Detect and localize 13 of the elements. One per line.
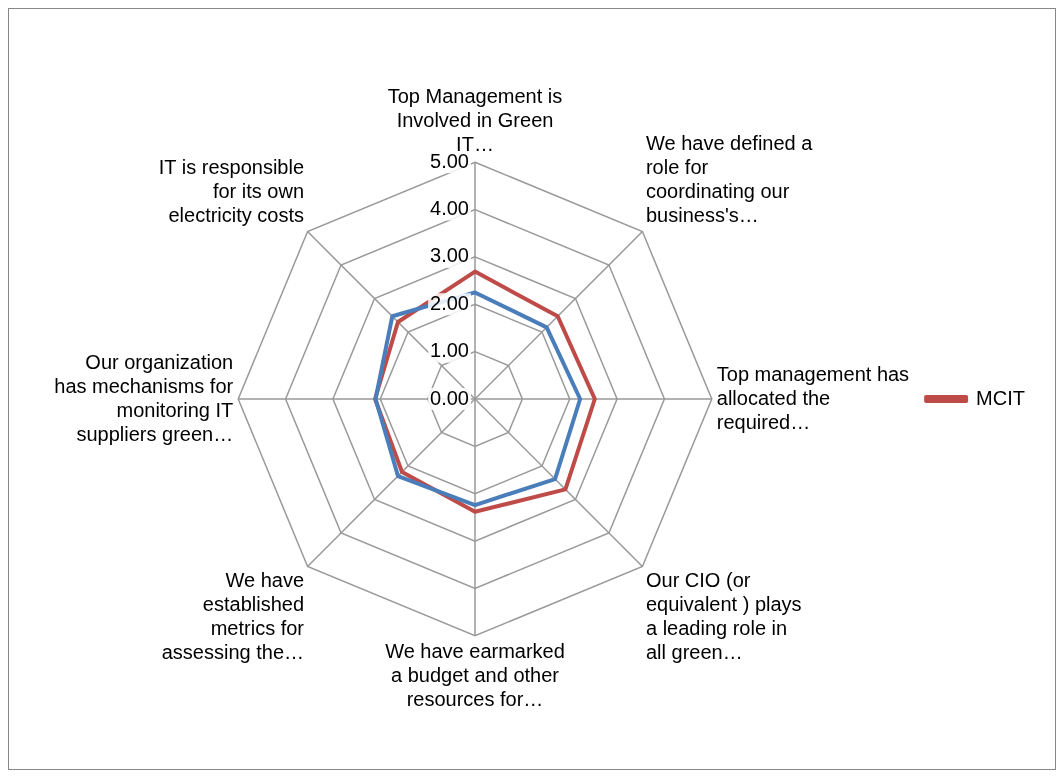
spoke-label: IT is responsible for its own electricity costs <box>158 155 305 226</box>
y-tick-label: 1.00 <box>430 339 469 362</box>
y-tick-label: 3.00 <box>430 244 469 267</box>
spoke-label: Our organization has mechanisms for monitoring IT suppliers green… <box>54 350 234 445</box>
spoke-label: Top management has allocated the required… <box>716 362 910 433</box>
spoke-label: Our CIO (or equivalent ) plays a leading role in all green… <box>645 569 802 664</box>
spoke-label: We have established metrics for assessing the… <box>161 569 305 664</box>
y-tick-label: 0.00 <box>430 386 469 409</box>
spoke-label: We have defined a role for coordinating our business's… <box>645 131 814 226</box>
y-tick-label: 2.00 <box>430 291 469 314</box>
y-tick-label: 4.00 <box>430 197 469 220</box>
legend-label: MCIT <box>976 386 1026 409</box>
spoke-label: We have earmarked a budget and other resources for… <box>385 640 565 711</box>
